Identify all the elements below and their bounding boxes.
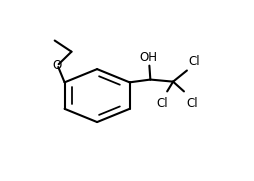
- Text: Cl: Cl: [185, 97, 197, 110]
- Text: Cl: Cl: [156, 97, 167, 110]
- Text: Cl: Cl: [187, 55, 199, 68]
- Text: OH: OH: [139, 50, 157, 64]
- Text: O: O: [52, 59, 61, 72]
